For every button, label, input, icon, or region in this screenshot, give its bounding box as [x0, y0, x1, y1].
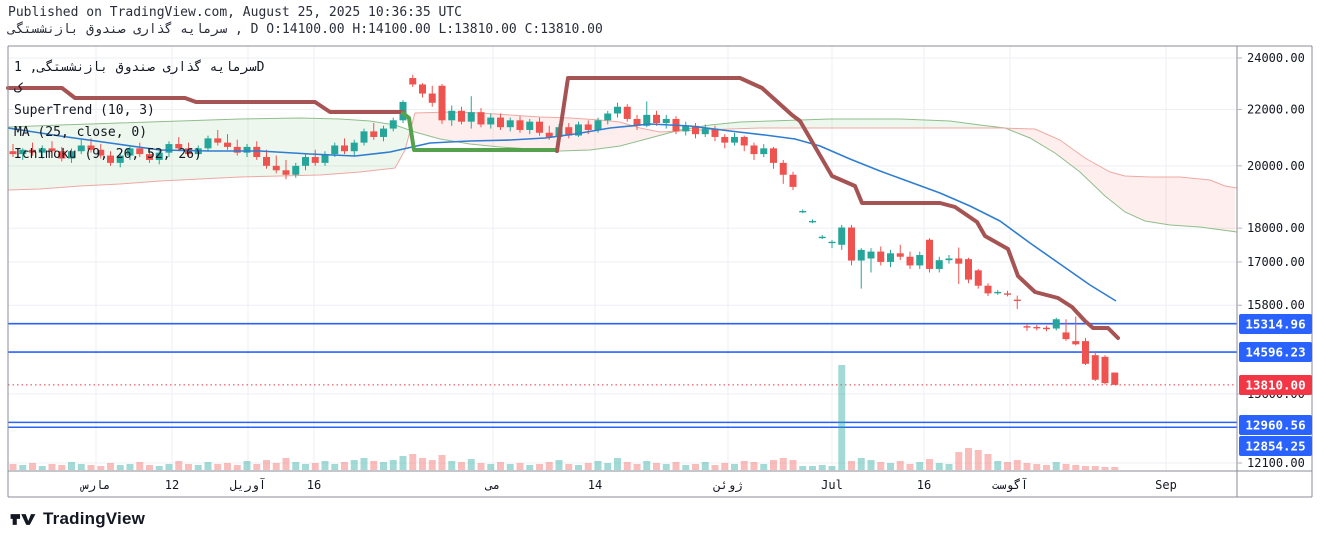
legend-interval: , 1D — [14, 60, 265, 75]
price-label-text: 13810.00 — [1245, 378, 1305, 393]
price-tick-label: 20000.00 — [1247, 159, 1305, 173]
time-axis-label: ژوئن — [713, 478, 743, 493]
price-axis[interactable]: 24000.00 22000.00 20000.00 18000.00 17000.00… — [1237, 51, 1305, 470]
exchange-glyph: ک — [14, 81, 22, 96]
price-label-text: 12960.56 — [1245, 418, 1305, 433]
chart-frame — [7, 45, 1313, 498]
price-tick-label: 18000.00 — [1247, 221, 1305, 235]
published-line: Published on TradingView.com, August 25,… — [8, 5, 462, 20]
time-axis-label: Jul — [821, 478, 843, 492]
legend-ichimoku-row[interactable]: Ichimoku (9, 26, 52, 26) — [14, 147, 202, 162]
volume-series — [9, 365, 1119, 470]
time-axis-label: 16 — [307, 478, 321, 492]
ohlc-header-line: سرمایه گذاری صندوق بازنشستگی , D O:14100… — [8, 21, 603, 38]
price-tick-label: 17000.00 — [1247, 255, 1305, 269]
price-label-badge[interactable]: 15314.96 — [1239, 314, 1312, 334]
time-axis-label: 16 — [917, 478, 931, 492]
legend-supertrend-row[interactable]: SuperTrend (10, 3) — [14, 103, 155, 118]
ichimoku-span-a-line — [7, 117, 1238, 233]
price-tick-label: 22000.00 — [1247, 102, 1305, 116]
ohlc-values: , D O:14100.00 H:14100.00 L:13810.00 C:1… — [227, 22, 603, 37]
ichimoku-span-b-line — [7, 111, 1238, 191]
ma-line — [7, 123, 1117, 302]
legend-exchange-row[interactable]: ک — [14, 81, 22, 96]
time-axis-label: می — [485, 478, 500, 492]
price-label-text: 12854.25 — [1245, 439, 1305, 454]
time-axis-label: Sep — [1155, 478, 1177, 492]
price-label-text: 15314.96 — [1245, 317, 1305, 332]
legend-ma-row[interactable]: MA (25, close, 0) — [14, 125, 148, 140]
tradingview-logo-text: TradingView — [43, 509, 146, 528]
supertrend-up-line — [401, 111, 559, 152]
price-lines — [8, 322, 1237, 429]
price-label-badge[interactable]: 13810.00 — [1239, 375, 1312, 395]
grid-lines — [8, 46, 1237, 471]
tradingview-logo[interactable]: TradingView — [10, 509, 145, 529]
time-axis-label: 14 — [588, 478, 602, 492]
time-axis-label: آوریل — [230, 477, 266, 493]
price-label-badge[interactable]: 12960.56 — [1239, 415, 1312, 435]
price-tick-label: 12100.00 — [1247, 456, 1305, 470]
candles-series — [9, 74, 1119, 385]
price-tick-label: 15800.00 — [1247, 298, 1305, 312]
time-axis-label: آگوست — [992, 477, 1028, 493]
time-axis-label: 12 — [165, 478, 179, 492]
price-label-text: 14596.23 — [1245, 345, 1305, 360]
time-axis[interactable]: مارس 12 آوریل 16 می 14 ژوئن Jul 16 آگوست Sep — [80, 477, 1177, 493]
price-label-badge[interactable]: 14596.23 — [1239, 342, 1312, 362]
price-tick-label: 24000.00 — [1247, 51, 1305, 65]
price-axis-badges: 15314.96 14596.23 13810.00 12960.56 12854.25 — [1239, 314, 1312, 456]
legend-symbol-row[interactable]: سرمایه گذاری صندوق بازنشستگی, 1D — [14, 60, 264, 75]
symbol-name-rtl: سرمایه گذاری صندوق بازنشستگی — [8, 22, 228, 37]
supertrend-down-line — [6, 86, 405, 114]
time-axis-label: مارس — [80, 478, 111, 493]
tradingview-logo-icon — [10, 513, 36, 525]
supertrend-down-line — [555, 76, 1120, 340]
ichimoku-cloud — [7, 111, 1238, 233]
legend-symbol: سرمایه گذاری صندوق بازنشستگی — [37, 60, 257, 75]
price-label-badge[interactable]: 12854.25 — [1239, 436, 1312, 456]
